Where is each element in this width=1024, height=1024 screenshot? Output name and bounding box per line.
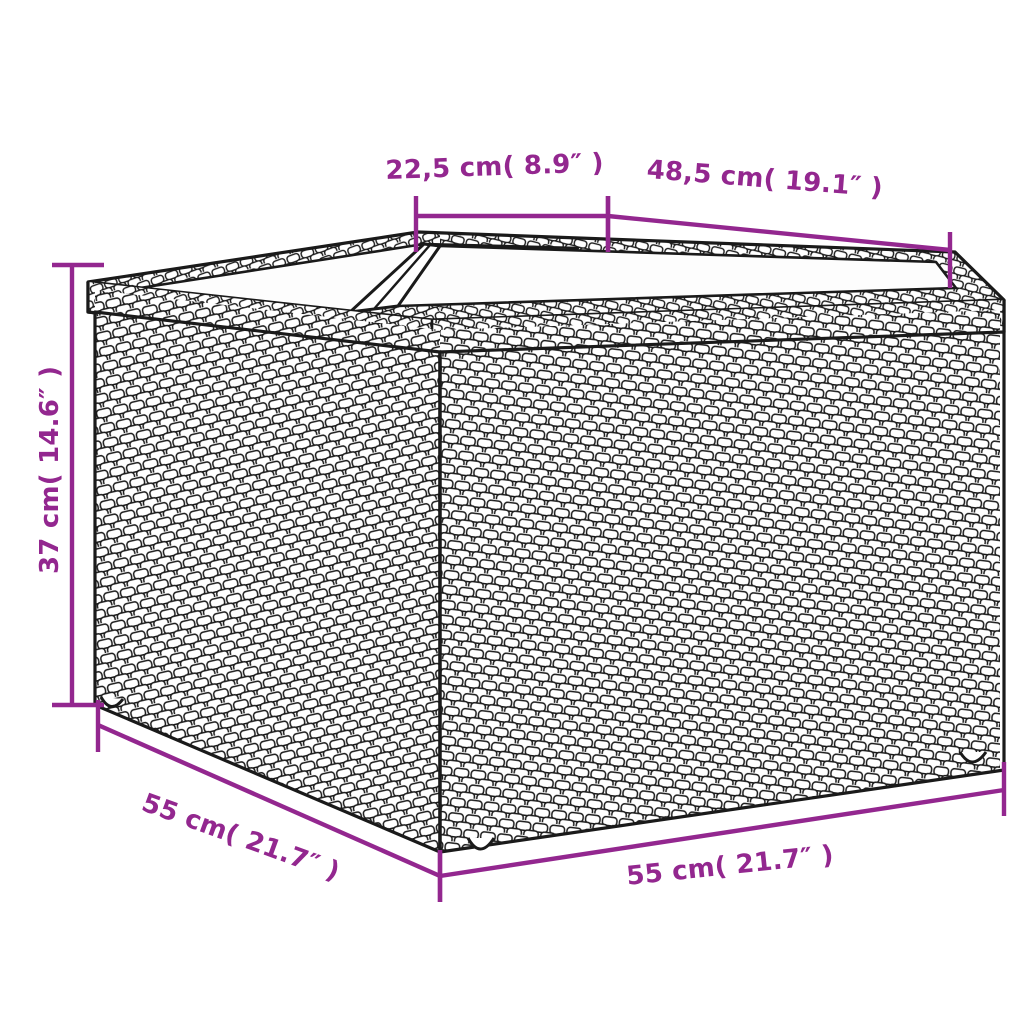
dimension-lines (52, 196, 1007, 902)
dimline-height (52, 262, 104, 708)
dimline-top-right (605, 196, 953, 288)
side-panel-left (93, 290, 442, 854)
table-top-outline (86, 230, 1006, 322)
dimline-width (437, 762, 1007, 902)
table-feet (99, 696, 988, 851)
dimension-label-height: 37 cm( 14.6″ ) (35, 365, 65, 574)
side-panel-right (438, 310, 1006, 854)
